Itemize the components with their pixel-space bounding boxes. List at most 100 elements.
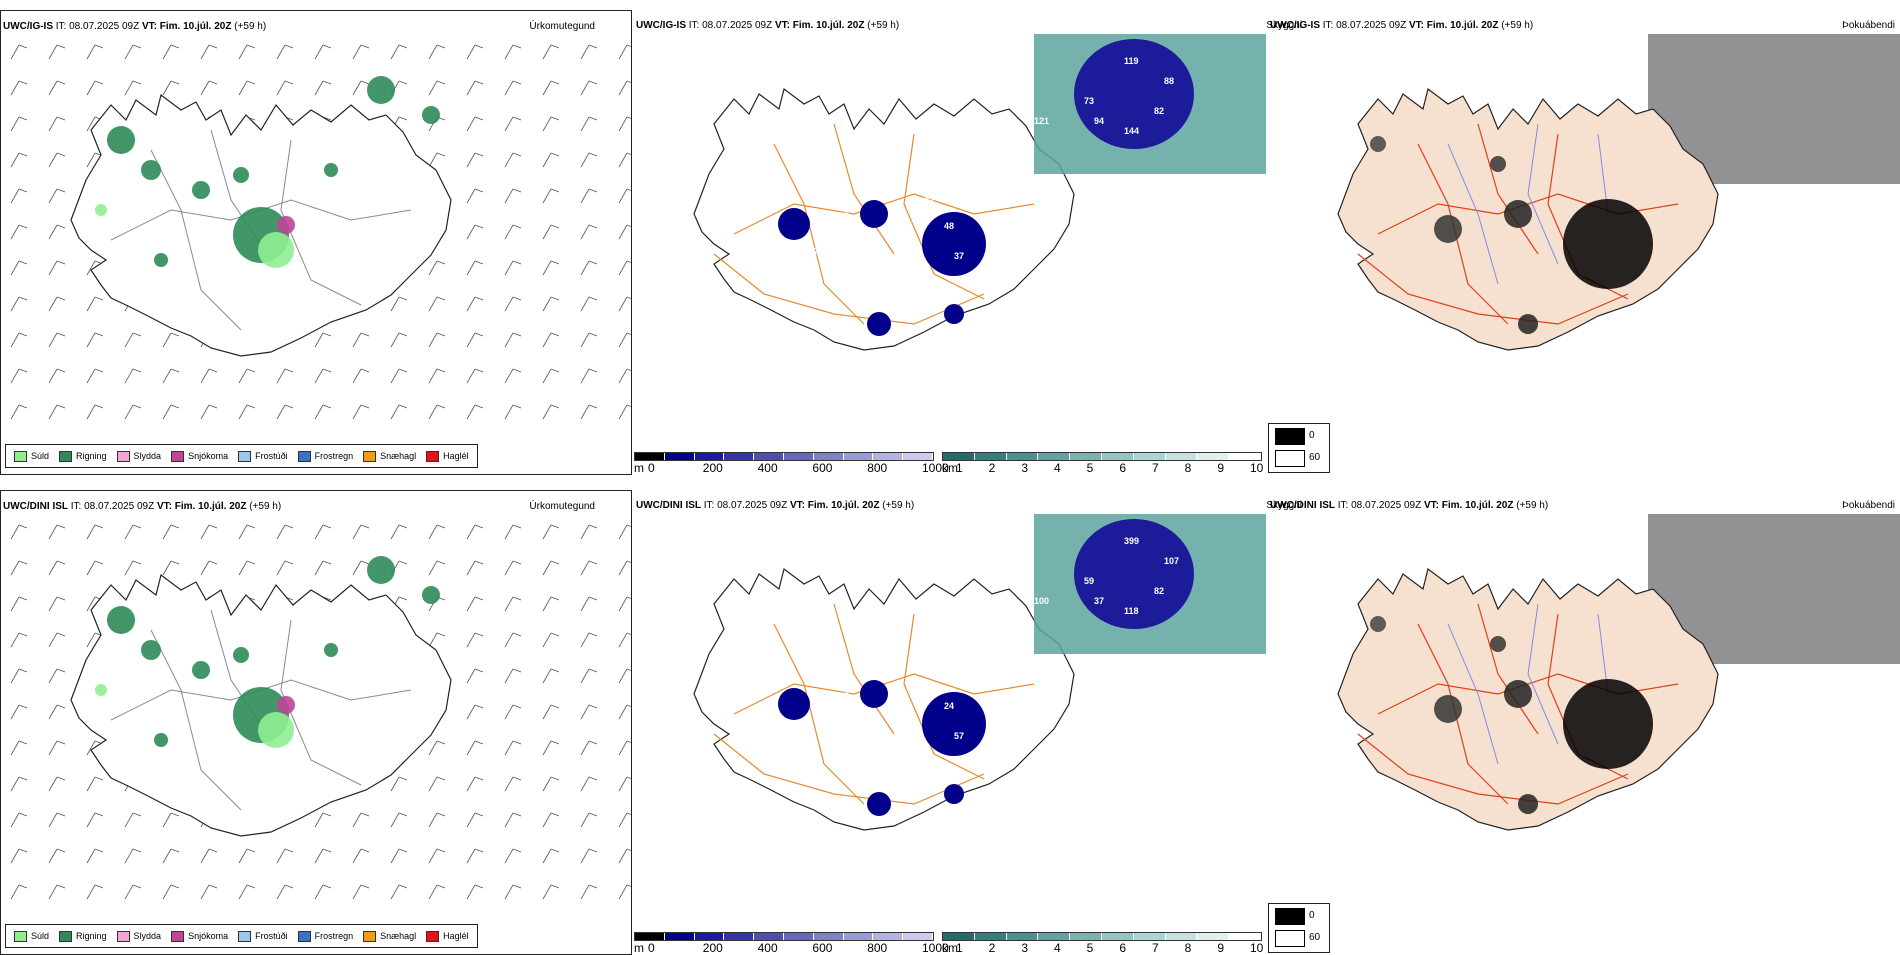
wind-barb — [428, 404, 446, 420]
scale-swatch — [1070, 933, 1102, 940]
wind-barb — [428, 848, 446, 864]
fog-legend-label-0: 0 — [1309, 910, 1315, 921]
wind-barb — [542, 44, 560, 60]
panel-title: Úrkomutegund — [529, 21, 595, 32]
fog-area — [1504, 680, 1532, 708]
fog-legend-black-swatch — [1275, 908, 1305, 925]
wind-barb — [238, 524, 256, 540]
fog-map — [1337, 34, 1900, 351]
precip-legend-item: Haglél — [426, 930, 469, 942]
wind-barb — [466, 116, 484, 132]
wind-barb — [542, 404, 560, 420]
road-line — [713, 253, 985, 325]
cloud-base-label: 41 — [824, 701, 834, 711]
scale-swatch — [1006, 453, 1039, 460]
precip-legend-item: Snæhagl — [363, 930, 416, 942]
legend-label: Rigning — [76, 931, 107, 941]
precip-map — [10, 44, 631, 420]
fog-index-panel: UWC/IG-IS IT: 08.07.2025 09Z VT: Fim. 10… — [1268, 10, 1900, 475]
scale-swatch — [1165, 453, 1198, 460]
legend-label: Rigning — [76, 451, 107, 461]
wind-barb — [48, 368, 66, 384]
wind-barb — [124, 44, 142, 60]
scale-tick-label: 3 — [1021, 461, 1029, 475]
scale-swatch — [873, 453, 904, 460]
fog-area — [1434, 215, 1462, 243]
scale-swatch — [843, 453, 874, 460]
wind-barb — [200, 44, 218, 60]
wind-barb — [86, 848, 104, 864]
wind-barb — [86, 80, 104, 96]
cloud-base-label: 100 — [1034, 596, 1049, 606]
cloud-base-label: 31 — [974, 756, 984, 766]
scale-tick-label: 7 — [1152, 941, 1159, 955]
wind-barb — [314, 560, 332, 576]
cloud-base-label: 108 — [894, 296, 909, 306]
wind-barb — [466, 704, 484, 720]
wind-barb — [542, 260, 560, 276]
wind-barb — [10, 80, 28, 96]
fog-area — [1518, 314, 1538, 334]
scale-tick-label: 9 — [1217, 941, 1225, 955]
legend-label: Slydda — [133, 931, 162, 941]
low-cloud-area — [778, 688, 810, 720]
cloud-base-label: 53 — [839, 211, 849, 221]
cloud-base-label: 76 — [954, 196, 964, 206]
fog-area — [1490, 156, 1506, 172]
scale-swatch — [1133, 933, 1166, 940]
wind-barb — [504, 188, 522, 204]
wind-barb — [200, 368, 218, 384]
wind-barb — [618, 44, 631, 60]
low-cloud-area — [867, 312, 891, 336]
road-line — [150, 149, 242, 331]
precip-area — [324, 643, 338, 657]
scale-swatch — [724, 933, 755, 940]
scale-swatch — [1101, 933, 1134, 940]
wind-barb — [580, 296, 598, 312]
wind-barb — [618, 404, 631, 420]
scale-swatch — [1229, 933, 1261, 940]
legend-label: Frostúði — [255, 451, 288, 461]
legend-swatch — [363, 450, 377, 462]
legend-label: Snæhagl — [380, 451, 417, 461]
scale-colorbar — [942, 452, 1262, 461]
wind-barb — [352, 44, 370, 60]
wind-barb — [352, 812, 370, 828]
wind-barb — [48, 80, 66, 96]
wind-barb — [10, 224, 28, 240]
wind-barb — [504, 596, 522, 612]
scale-tick-label: 2 — [988, 941, 996, 955]
scale-swatch — [1197, 453, 1230, 460]
fog-legend-label-60: 60 — [1309, 452, 1321, 463]
wind-barb — [466, 812, 484, 828]
precip-legend-item: Snjókoma — [171, 450, 228, 462]
river-line — [1447, 143, 1499, 285]
wind-barb — [10, 632, 28, 648]
wind-barb — [48, 704, 66, 720]
wind-barb — [10, 668, 28, 684]
legend-swatch — [238, 450, 252, 462]
wind-barb — [428, 524, 446, 540]
cloud-base-label: 37 — [1094, 596, 1104, 606]
cloud-base-label: 82 — [1154, 586, 1164, 596]
wind-barb — [580, 884, 598, 900]
wind-barb — [10, 704, 28, 720]
cloud-base-label: 94 — [1094, 116, 1104, 126]
wind-barb — [48, 848, 66, 864]
wind-barb — [466, 596, 484, 612]
legend-label: Súld — [31, 451, 50, 461]
precip-legend: Súld Rigning Slydda Snjókoma Frostúði Frostre… — [5, 444, 478, 468]
wind-barb — [504, 776, 522, 792]
scale-tick-label: 10 — [1250, 461, 1264, 475]
wind-barb — [124, 884, 142, 900]
wind-barb — [352, 332, 370, 348]
scale-tick-label: 4 — [1054, 941, 1061, 955]
panel-title: Skyggni — [1266, 500, 1302, 511]
precip-legend: Súld Rigning Slydda Snjókoma Frostúði Frostre… — [5, 924, 478, 948]
wind-barb — [542, 560, 560, 576]
cloud-base-label: 399 — [1124, 536, 1139, 546]
scale-colorbar — [942, 932, 1262, 941]
scale-ticks: km 1 2 3 4 5 6 7 8 9 10 — [942, 941, 1263, 955]
